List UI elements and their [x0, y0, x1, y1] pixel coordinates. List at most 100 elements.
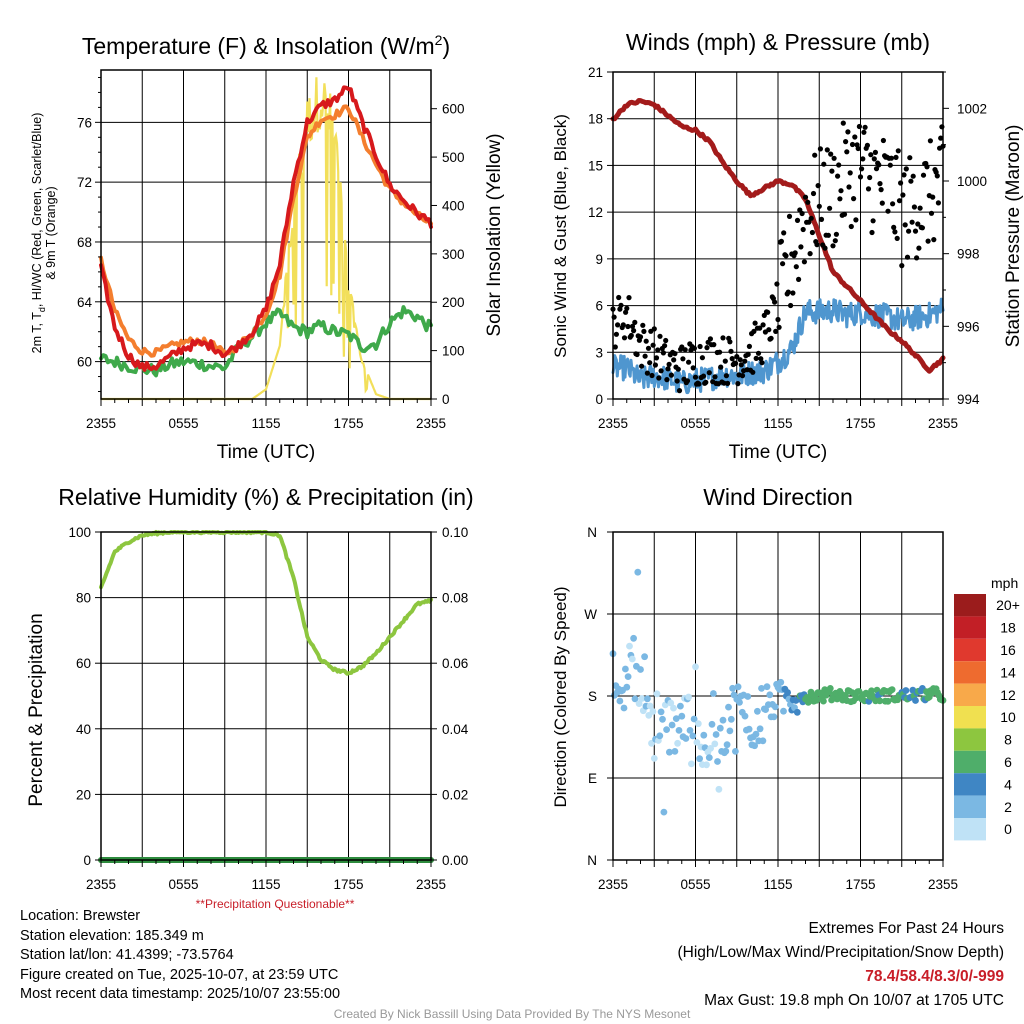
wind-direction-point — [666, 748, 673, 756]
wind-pressure-panel: Winds (mph) & Pressure (mb) 0 3 6 9 12 15 18 21… — [551, 29, 1024, 463]
wind-gust-point — [801, 259, 808, 265]
wind-direction-point — [745, 725, 753, 733]
wind-gust-point — [781, 230, 787, 236]
wind-direction-point — [624, 673, 632, 680]
wind-gust-point — [632, 319, 638, 325]
wind-gust-point — [893, 154, 899, 160]
wind-gust-point — [860, 156, 866, 162]
wind-gust-point — [631, 328, 637, 334]
dir-xtick-label: 0555 — [680, 877, 710, 892]
wind-gust-point — [845, 129, 851, 135]
wind-gust-point — [891, 224, 897, 230]
wind-gust-point — [620, 322, 626, 328]
wind-gust-point — [809, 229, 816, 236]
pressure-ytick-label: 1002 — [957, 101, 987, 116]
dewpoint-line — [99, 305, 433, 378]
wind-ytick-label: 9 — [595, 252, 603, 267]
wind-gust-point — [682, 347, 688, 353]
wind-gust-point — [808, 215, 814, 221]
colorbar-swatch — [954, 706, 986, 729]
temp-ytick-label: 76 — [77, 115, 92, 130]
wind-gust-point — [903, 166, 909, 172]
wind-gust-point — [880, 137, 887, 144]
wind-ytick-label: 12 — [588, 205, 603, 220]
wind-direction-point — [682, 735, 690, 742]
wind-gust-point — [816, 203, 822, 209]
solar-ytick-label: 200 — [442, 295, 465, 310]
dir-ytick-label: N — [587, 525, 597, 540]
wind-gust-point — [752, 320, 758, 326]
wind-direction-point — [700, 731, 708, 739]
wind-direction-point — [754, 707, 761, 715]
wind-direction-point — [902, 687, 910, 694]
wind-gust-point — [786, 213, 793, 219]
wind-direction-point — [623, 683, 631, 691]
colorbar-label: 6 — [1004, 754, 1012, 770]
temperature-panel: Temperature (F) & Insolation (W/m2) 60 64… — [30, 32, 505, 463]
temp-xtick-label: 2355 — [86, 416, 116, 431]
wind-direction-point — [634, 568, 642, 576]
station-elevation: Station elevation: 185.349 m — [20, 927, 204, 944]
wind-gust-point — [879, 200, 885, 206]
precip-ytick-label: 0.04 — [442, 722, 469, 737]
wind-direction-point — [758, 685, 765, 692]
wind-gust-point — [859, 166, 865, 172]
wind-direction-point — [912, 697, 919, 704]
wind-gust-point — [766, 327, 772, 333]
wind-gust-point — [930, 194, 936, 200]
wind-direction-point — [751, 742, 758, 750]
wind-gust-point — [742, 358, 748, 364]
dir-xtick-label: 2355 — [928, 877, 958, 892]
wind-gust-point — [841, 211, 848, 217]
rh-ytick-label: 40 — [76, 722, 91, 737]
wind-gust-point — [843, 139, 849, 145]
wind-gust-point — [634, 351, 640, 358]
wind-gust-point — [892, 229, 898, 235]
wind-gust-point — [629, 323, 636, 329]
colorbar-swatch — [954, 728, 986, 751]
wind-direction-point — [723, 741, 731, 749]
wind-gust-point — [760, 322, 766, 328]
wind-gust-point — [751, 328, 757, 334]
solar-ytick-label: 500 — [442, 150, 465, 165]
wind-gust-point — [833, 231, 840, 237]
wind-direction-point — [762, 706, 769, 713]
pressure-ytick-label: 996 — [957, 319, 980, 334]
wind-gust-point — [704, 345, 710, 351]
wind-gust-point — [919, 225, 926, 231]
solar-ytick-label: 300 — [442, 247, 465, 262]
wind-direction-point — [622, 665, 629, 673]
credit-line: Created By Nick Bassill Using Data Provi… — [333, 1007, 691, 1021]
rh-xtick-label: 1755 — [333, 877, 363, 892]
wind-gust-point — [727, 339, 733, 345]
wind-gust-point — [848, 223, 854, 230]
wind-direction-point — [659, 715, 666, 723]
wind-direction-point — [780, 707, 787, 715]
wind-gust-point — [822, 245, 828, 251]
wind-direction-point — [716, 724, 724, 732]
wind-gust-point — [649, 372, 655, 379]
wind-direction-point — [657, 708, 665, 716]
colorbar-swatch — [954, 773, 986, 796]
wind-gust-point — [899, 263, 905, 269]
wind-direction-point — [693, 739, 701, 746]
wind-xtick-label: 2355 — [598, 416, 628, 431]
rh-xtick-label: 2355 — [86, 877, 116, 892]
wind-direction-point — [670, 704, 677, 712]
wind-direction-point — [688, 760, 695, 768]
wind-direction-point — [650, 755, 658, 762]
wind-gust-point — [734, 354, 740, 360]
colorbar-swatch — [954, 795, 986, 818]
wind-gust-point — [612, 344, 618, 350]
humidity-precip-panel: Relative Humidity (%) & Precipitation (i… — [26, 484, 474, 892]
wind-gust-point — [861, 129, 867, 135]
rh-ytick-label: 20 — [76, 787, 91, 802]
wind-direction-point — [626, 642, 633, 650]
colorbar-swatch — [954, 750, 986, 774]
wind-gust-point — [651, 326, 657, 332]
rh-ytick-label: 80 — [76, 591, 91, 606]
wind-direction-point — [674, 739, 681, 747]
wind-direction-point — [766, 691, 774, 699]
temp-panel-title: Temperature (F) & Insolation (W/m2) — [82, 32, 450, 59]
